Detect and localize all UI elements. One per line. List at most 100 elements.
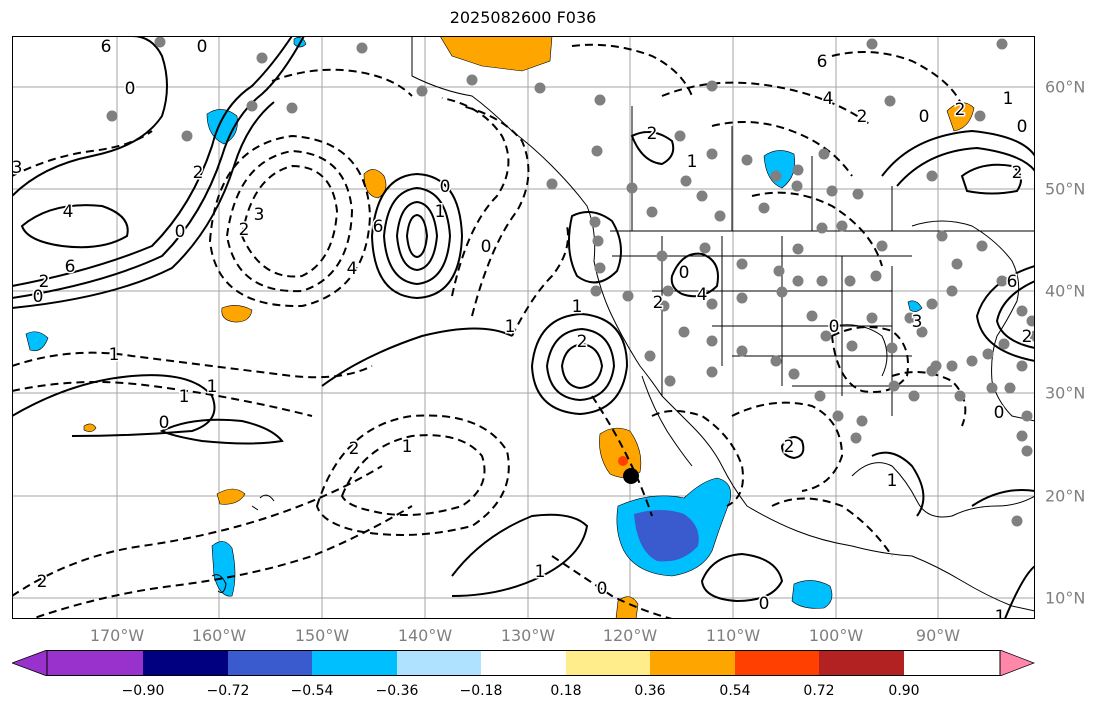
station-dot bbox=[852, 188, 864, 200]
colorbar-label: −0.18 bbox=[459, 683, 503, 699]
dashed-10 bbox=[340, 434, 486, 516]
station-dot bbox=[788, 368, 800, 380]
station-dot bbox=[951, 258, 963, 270]
contour-se-1 bbox=[871, 451, 925, 517]
lat-tick-label: 10°N bbox=[1045, 588, 1086, 608]
station-dot bbox=[846, 340, 858, 352]
station-dot bbox=[644, 350, 656, 362]
shade-negative-west bbox=[25, 331, 49, 352]
station-dot bbox=[590, 285, 602, 297]
contour-label: 1 bbox=[887, 471, 898, 491]
contour-label: 1 bbox=[1003, 89, 1014, 109]
station-dot bbox=[626, 182, 638, 194]
dashed-2 bbox=[225, 149, 354, 293]
station-dot bbox=[466, 74, 478, 86]
station-dot bbox=[706, 335, 718, 347]
station-dot bbox=[286, 102, 298, 114]
contour-west-coast bbox=[567, 211, 622, 284]
map-title: 2025082600 F036 bbox=[449, 8, 597, 27]
shade-positive-small1 bbox=[221, 305, 253, 323]
contour-label: 3 bbox=[12, 158, 22, 178]
contour-canada bbox=[630, 131, 675, 166]
station-dot bbox=[926, 298, 938, 310]
dashed-24 bbox=[831, 51, 963, 107]
station-dot bbox=[770, 355, 782, 367]
station-dot bbox=[622, 290, 634, 302]
dashed-19 bbox=[511, 225, 569, 337]
contour-ne-pacific-1 bbox=[370, 172, 464, 300]
contour-label: 2 bbox=[1022, 327, 1033, 347]
shade-positive-gulf bbox=[363, 169, 387, 199]
station-dot bbox=[591, 145, 603, 157]
dashed-20 bbox=[591, 395, 653, 517]
contour-label: 1 bbox=[109, 345, 120, 365]
station-dot bbox=[844, 275, 856, 287]
contour-se-3 bbox=[1003, 565, 1035, 619]
dashed-7 bbox=[12, 381, 313, 417]
station-dot bbox=[741, 154, 753, 166]
station-dot bbox=[856, 415, 868, 427]
contour-cal-3 bbox=[560, 342, 604, 390]
station-dot bbox=[534, 82, 546, 94]
contour-label: 2 bbox=[784, 437, 795, 457]
contour-west-jet-1 bbox=[12, 36, 293, 287]
contour-label: 0 bbox=[1017, 117, 1028, 137]
dashed-15 bbox=[661, 81, 873, 127]
station-dot bbox=[1016, 305, 1028, 317]
colorbar-segment bbox=[735, 650, 819, 676]
station-dot bbox=[850, 432, 862, 444]
contour-label: 1 bbox=[995, 607, 1006, 619]
station-dot bbox=[678, 326, 690, 338]
station-dot bbox=[699, 242, 711, 254]
lon-tick-label: 140°W bbox=[397, 626, 453, 645]
station-dot bbox=[820, 330, 832, 342]
station-dot bbox=[936, 230, 948, 242]
contour-label: 2 bbox=[37, 572, 48, 592]
station-dot bbox=[592, 235, 604, 247]
contour-west-jet-2 bbox=[12, 36, 305, 299]
dashed-17 bbox=[830, 326, 909, 393]
colorbar-segment bbox=[566, 650, 650, 676]
contour-label: 6 bbox=[817, 52, 828, 72]
colorbar-label: −0.72 bbox=[206, 683, 250, 699]
station-dot bbox=[982, 348, 994, 360]
lon-tick-label: 130°W bbox=[500, 626, 556, 645]
dashed-26 bbox=[551, 555, 673, 619]
station-dot bbox=[680, 175, 692, 187]
lon-tick-label: 120°W bbox=[602, 626, 658, 645]
contour-label: 1 bbox=[505, 317, 516, 337]
station-dot bbox=[866, 312, 878, 324]
station-dot bbox=[886, 342, 898, 354]
contour-label: 3 bbox=[912, 312, 923, 332]
station-dot bbox=[546, 178, 558, 190]
colorbar-outline bbox=[46, 650, 1001, 676]
contour-label: 1 bbox=[402, 437, 413, 457]
station-dot bbox=[736, 292, 748, 304]
station-dot bbox=[954, 390, 966, 402]
station-dot bbox=[946, 285, 958, 297]
station-dot bbox=[966, 355, 978, 367]
dashed-18 bbox=[891, 371, 967, 427]
shade-negative-east bbox=[791, 580, 833, 609]
lon-tick-label: 90°W bbox=[915, 626, 961, 645]
station-dot bbox=[792, 164, 804, 176]
contour-label: 1 bbox=[435, 202, 446, 222]
station-dot bbox=[976, 240, 988, 252]
contour-label: 0 bbox=[829, 317, 840, 337]
station-dot bbox=[1021, 410, 1033, 422]
contour-label: 2 bbox=[239, 220, 250, 240]
colorbar-segment bbox=[143, 650, 228, 676]
station-dot bbox=[154, 36, 166, 48]
dashed-13 bbox=[731, 401, 844, 492]
station-dot bbox=[806, 310, 818, 322]
contour-east-2 bbox=[896, 146, 1035, 187]
station-dot bbox=[1026, 315, 1035, 327]
colorbar-label: −0.90 bbox=[121, 683, 165, 699]
station-dot bbox=[946, 360, 958, 372]
station-dot bbox=[246, 100, 258, 112]
contour-label: 4 bbox=[347, 259, 358, 279]
contour-west-jet-3 bbox=[12, 101, 275, 309]
station-dot bbox=[876, 240, 888, 252]
shade-negative-mexico-core bbox=[634, 510, 699, 562]
contour-se-2 bbox=[971, 489, 1035, 507]
